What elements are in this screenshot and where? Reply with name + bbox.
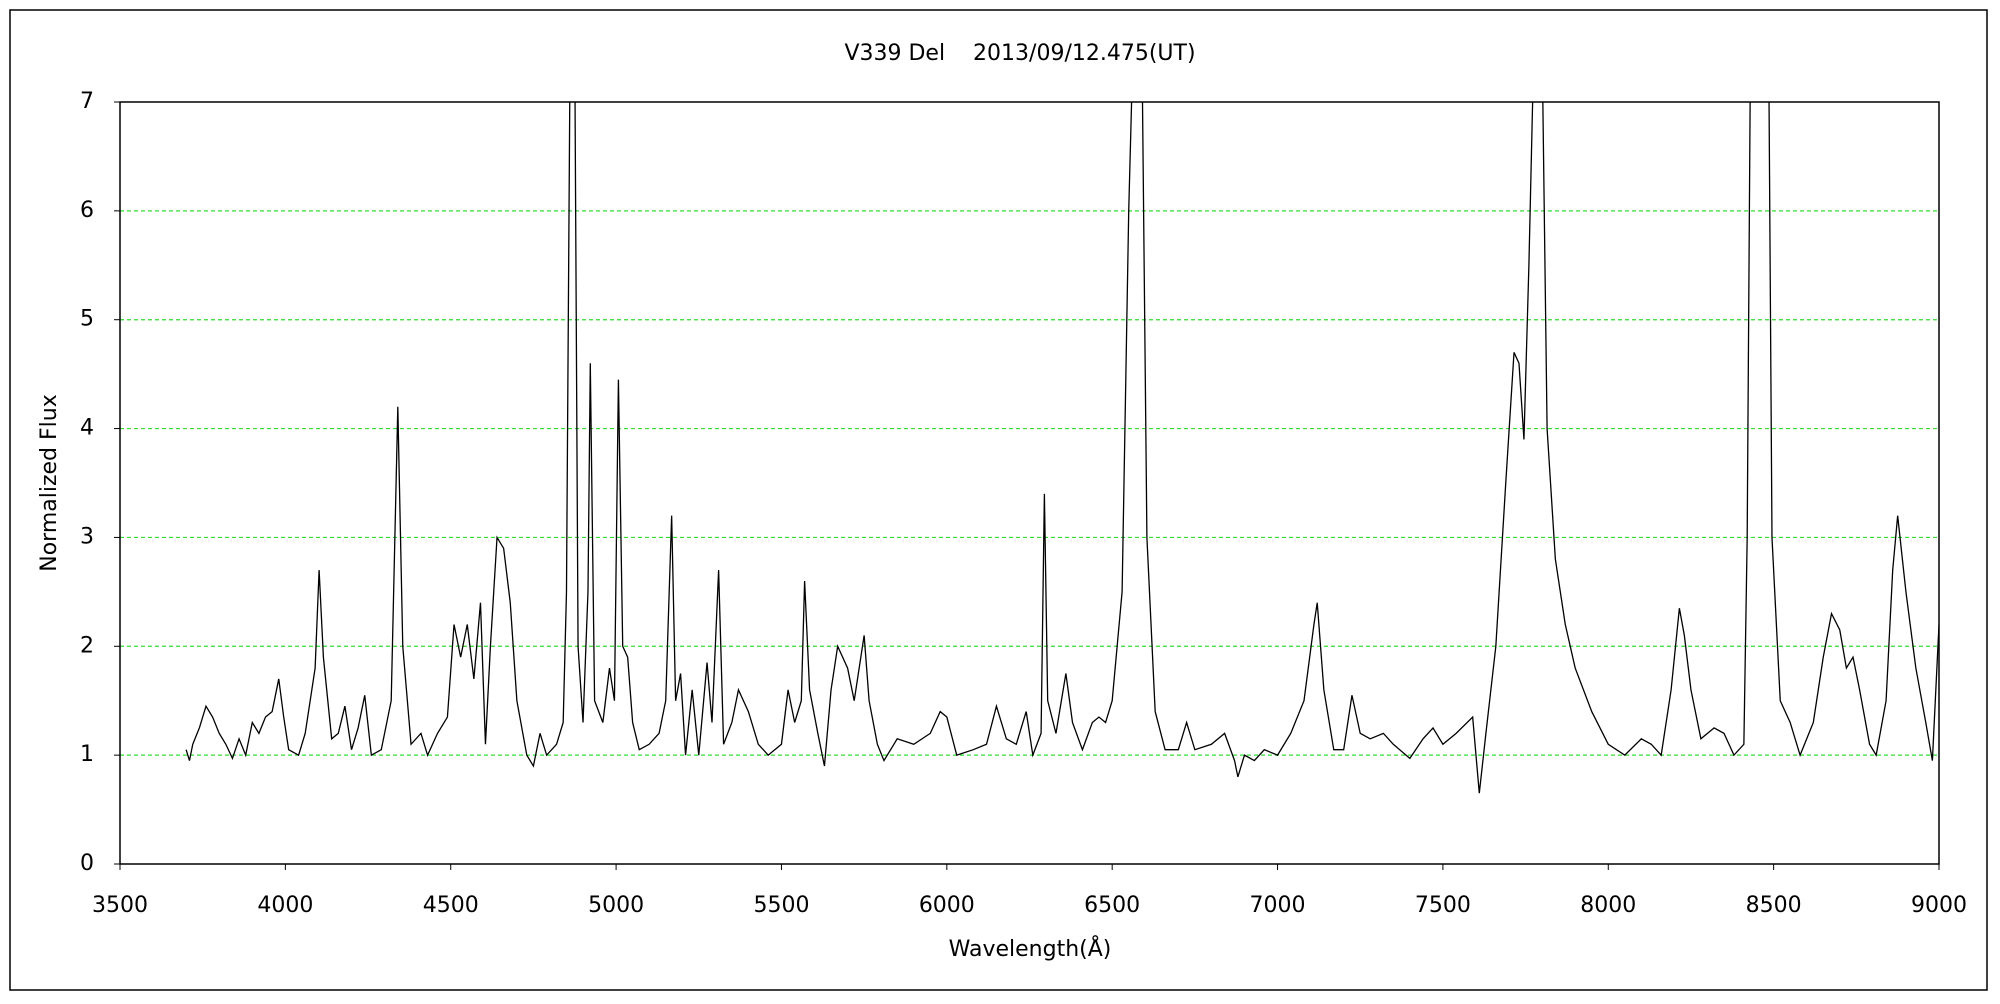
x-tick-label: 9000 [1911, 893, 1967, 918]
plot-frame [119, 101, 1940, 865]
x-tick-label: 4000 [257, 893, 313, 918]
y-tick-label: 0 [80, 851, 94, 876]
x-tick-label: 4500 [423, 893, 479, 918]
x-tick-label: 3500 [92, 893, 148, 918]
x-tick-label: 8500 [1746, 893, 1802, 918]
x-tick-label: 7500 [1415, 893, 1471, 918]
x-tick-label: 8000 [1580, 893, 1636, 918]
y-tick-label: 5 [80, 307, 94, 332]
x-tick-label: 6500 [1084, 893, 1140, 918]
y-tick-label: 7 [80, 89, 94, 114]
y-tick-label: 4 [80, 416, 94, 441]
y-tick-label: 1 [80, 742, 94, 767]
y-tick-label: 2 [80, 633, 94, 658]
x-tick-label: 7000 [1250, 893, 1306, 918]
x-axis-label: Wavelength(Å) [949, 935, 1112, 962]
x-tick-label: 6000 [919, 893, 975, 918]
y-axis-label: Normalized Flux [37, 394, 62, 571]
y-tick-label: 3 [80, 524, 94, 549]
x-tick-label: 5500 [753, 893, 809, 918]
x-tick-label: 5000 [588, 893, 644, 918]
chart-border [9, 9, 1988, 991]
y-tick-label: 6 [80, 198, 94, 223]
chart-title: V339 Del 2013/09/12.475(UT) [844, 41, 1195, 66]
spectrum-line [185, 102, 1939, 794]
